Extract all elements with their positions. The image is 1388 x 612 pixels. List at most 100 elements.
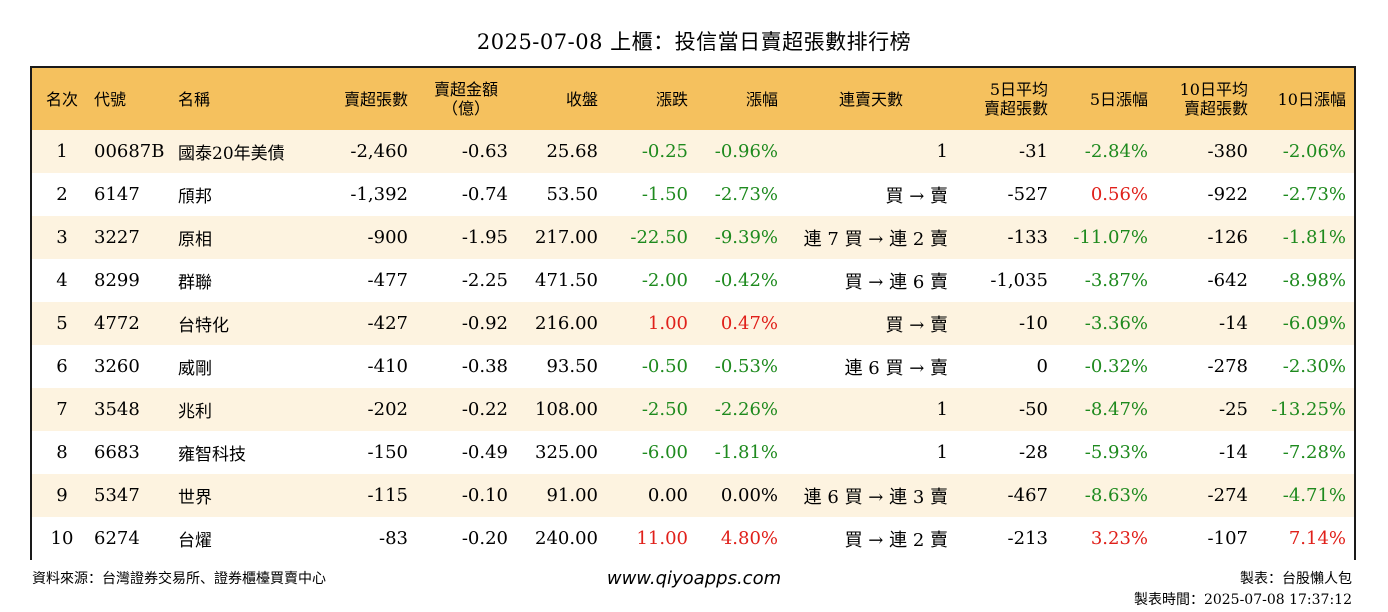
- cell-close: 325.00: [535, 442, 598, 463]
- cell-close: 91.00: [546, 485, 598, 506]
- cell-sell-shares: -202: [367, 399, 408, 420]
- cell-change: -0.50: [641, 356, 688, 377]
- header-sell-amount-line2: （億）: [441, 99, 490, 118]
- table-row: 8 6683 雍智科技 -150 -0.49 325.00 -6.00 -1.81% 1 -28 -…: [32, 431, 1354, 474]
- cell-sell-amount: -1.95: [461, 227, 508, 248]
- table-row: 5 4772 台特化 -427 -0.92 216.00 1.00 0.47% 買 → 賣 -10…: [32, 302, 1354, 345]
- cell-rank: 4: [56, 270, 68, 291]
- cell-sell-amount: -2.25: [461, 270, 508, 291]
- cell-sell-shares: -115: [367, 485, 408, 506]
- header-code: 代號: [94, 89, 127, 109]
- table-row: 7 3548 兆利 -202 -0.22 108.00 -2.50 -2.26% 1 -50 -8.…: [32, 388, 1354, 431]
- website-link[interactable]: www.qiyoapps.com: [606, 568, 782, 589]
- cell-chg10: -7.28%: [1282, 442, 1346, 463]
- cell-change-pct: 4.80%: [720, 528, 778, 549]
- header-sell-amount-line1: 賣超金額: [433, 80, 498, 99]
- header-avg5-line2: 賣超張數: [983, 99, 1048, 118]
- header-sell-amount: 賣超金額 （億）: [416, 68, 516, 130]
- cell-rank: 10: [50, 528, 74, 549]
- header-avg10-line2: 賣超張數: [1183, 99, 1248, 118]
- cell-chg10: -2.30%: [1282, 356, 1346, 377]
- page-title: 2025-07-08 上櫃：投信當日賣超張數排行榜: [476, 30, 912, 54]
- cell-chg5: -8.63%: [1084, 485, 1148, 506]
- cell-change: -1.50: [641, 184, 688, 205]
- cell-avg10: -14: [1219, 313, 1248, 334]
- cell-close: 93.50: [546, 356, 598, 377]
- cell-close: 471.50: [535, 270, 598, 291]
- cell-close: 108.00: [535, 399, 598, 420]
- cell-sell-amount: -0.92: [461, 313, 508, 334]
- cell-rank: 9: [56, 485, 68, 506]
- cell-name: 世界: [178, 488, 212, 508]
- cell-code: 6683: [94, 442, 140, 463]
- cell-change: 1.00: [647, 313, 688, 334]
- cell-chg10: -2.06%: [1282, 141, 1346, 162]
- cell-streak: 買 → 賣: [885, 314, 948, 336]
- header-chg10: 10日漲幅: [1277, 89, 1346, 109]
- cell-change: 0.00: [647, 485, 688, 506]
- cell-avg10: -642: [1207, 270, 1248, 291]
- cell-sell-amount: -0.38: [461, 356, 508, 377]
- cell-avg10: -380: [1207, 141, 1248, 162]
- cell-name: 頎邦: [178, 187, 212, 207]
- cell-chg5: -0.32%: [1084, 356, 1148, 377]
- cell-chg5: -3.36%: [1084, 313, 1148, 334]
- header-close: 收盤: [565, 89, 598, 109]
- cell-avg5: -28: [1019, 442, 1048, 463]
- cell-avg10: -278: [1207, 356, 1248, 377]
- table-row: 6 3260 威剛 -410 -0.38 93.50 -0.50 -0.53% 連 6 買 → …: [32, 345, 1354, 388]
- cell-name: 威剛: [178, 359, 212, 379]
- cell-change-pct: 0.47%: [720, 313, 778, 334]
- cell-code: 4772: [94, 313, 140, 334]
- cell-change-pct: -9.39%: [714, 227, 778, 248]
- cell-rank: 1: [56, 141, 68, 162]
- cell-name: 群聯: [178, 273, 212, 293]
- cell-change-pct: 0.00%: [720, 485, 778, 506]
- cell-change: 11.00: [636, 528, 688, 549]
- cell-streak: 1: [936, 141, 948, 162]
- table-header-row: 名次 代號 名稱 賣超張數 賣超金額 （億） 收盤 漲跌 漲幅 連賣天數 5日平…: [32, 68, 1354, 130]
- header-sell-shares: 賣超張數: [343, 89, 408, 109]
- cell-avg10: -25: [1219, 399, 1248, 420]
- cell-chg5: -3.87%: [1084, 270, 1148, 291]
- cell-rank: 6: [56, 356, 68, 377]
- cell-streak: 買 → 賣: [885, 185, 948, 207]
- cell-code: 3227: [94, 227, 140, 248]
- cell-avg5: 0: [1036, 356, 1048, 377]
- cell-streak: 買 → 連 6 賣: [844, 271, 948, 293]
- table-row: 3 3227 原相 -900 -1.95 217.00 -22.50 -9.39% 連 7 買 …: [32, 216, 1354, 259]
- cell-sell-shares: -410: [367, 356, 408, 377]
- cell-chg10: -1.81%: [1282, 227, 1346, 248]
- cell-sell-shares: -2,460: [350, 141, 408, 162]
- cell-rank: 8: [56, 442, 68, 463]
- cell-sell-amount: -0.10: [461, 485, 508, 506]
- cell-change: -2.50: [641, 399, 688, 420]
- cell-close: 216.00: [535, 313, 598, 334]
- cell-chg10: -6.09%: [1282, 313, 1346, 334]
- cell-rank: 3: [56, 227, 68, 248]
- table-row: 1 00687B 國泰20年美債 -2,460 -0.63 25.68 -0.25 -0.96…: [32, 130, 1354, 173]
- cell-close: 25.68: [546, 141, 598, 162]
- table-row: 2 6147 頎邦 -1,392 -0.74 53.50 -1.50 -2.73% 買 → 賣 -…: [32, 173, 1354, 216]
- cell-chg5: 3.23%: [1090, 528, 1148, 549]
- ranking-table-frame: 名次 代號 名稱 賣超張數 賣超金額 （億） 收盤 漲跌 漲幅 連賣天數 5日平…: [30, 66, 1356, 560]
- cell-sell-shares: -150: [367, 442, 408, 463]
- cell-chg10: -2.73%: [1282, 184, 1346, 205]
- cell-name: 雍智科技: [178, 445, 246, 465]
- cell-change: -0.25: [641, 141, 688, 162]
- cell-code: 3548: [94, 399, 140, 420]
- cell-code: 00687B: [94, 141, 165, 162]
- cell-sell-shares: -1,392: [350, 184, 408, 205]
- cell-avg5: -213: [1007, 528, 1048, 549]
- cell-chg5: -11.07%: [1073, 227, 1148, 248]
- cell-streak: 連 6 買 → 賣: [844, 357, 948, 379]
- cell-change-pct: -0.42%: [714, 270, 778, 291]
- cell-avg5: -467: [1007, 485, 1048, 506]
- cell-change-pct: -0.96%: [714, 141, 778, 162]
- cell-chg5: -8.47%: [1084, 399, 1148, 420]
- ranking-table: 名次 代號 名稱 賣超張數 賣超金額 （億） 收盤 漲跌 漲幅 連賣天數 5日平…: [32, 68, 1354, 560]
- table-body: 1 00687B 國泰20年美債 -2,460 -0.63 25.68 -0.25 -0.96…: [32, 130, 1354, 560]
- cell-streak: 1: [936, 442, 948, 463]
- cell-sell-shares: -427: [367, 313, 408, 334]
- cell-change-pct: -1.81%: [714, 442, 778, 463]
